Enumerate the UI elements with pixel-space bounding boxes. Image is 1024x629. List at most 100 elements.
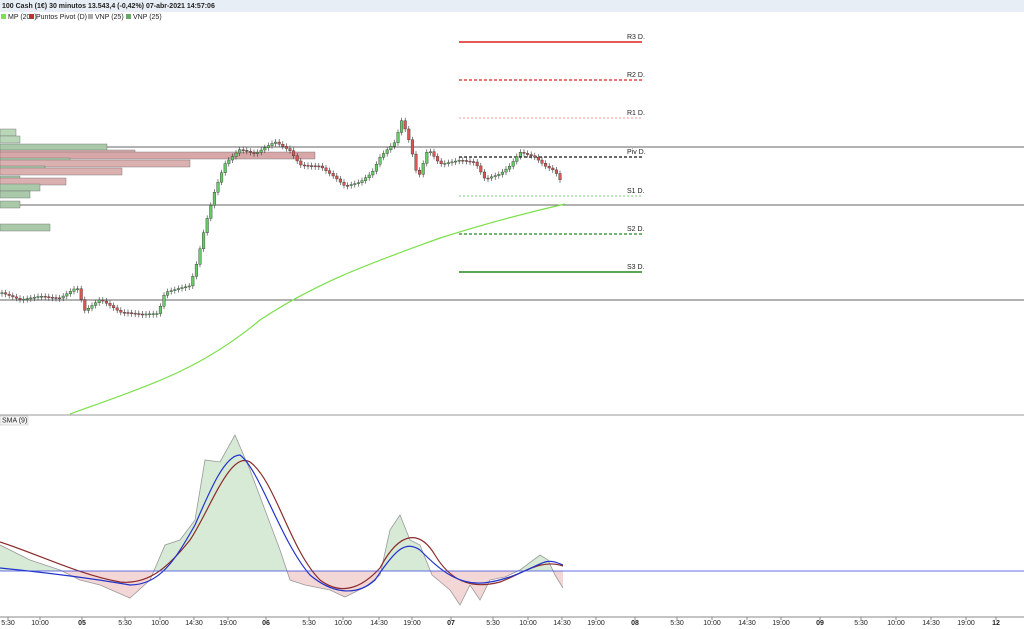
moving-average [69,203,566,415]
candle [526,153,530,155]
candle [472,161,476,163]
candle [432,151,436,157]
candle [500,171,504,175]
x-tick-label: 08 [631,620,639,627]
candle [385,149,389,154]
candle [220,172,224,183]
candle [50,296,54,299]
candle [346,185,350,187]
candle [284,146,288,149]
candle [173,289,177,291]
candle [353,183,357,185]
x-tick-label: 10:00 [151,620,169,627]
candle [108,303,112,306]
candle [302,164,306,167]
candle [382,153,386,158]
x-tick-label: 14:30 [738,620,756,627]
candle [317,165,321,168]
candle [137,313,141,315]
x-tick-label: 5:30 [302,620,316,627]
candle [338,178,342,183]
candle [180,287,184,289]
x-tick-label: 09 [816,620,824,627]
candle [148,313,152,316]
candle [184,286,188,289]
candle [486,177,490,180]
candle [335,175,339,180]
candle [518,152,522,157]
header-bar [0,0,1024,12]
x-tick-label: 19:00 [219,620,237,627]
candle [259,149,263,153]
candle [202,232,206,250]
profile-bar [0,128,17,137]
candle [554,169,558,174]
candle [536,156,540,161]
candle [216,181,220,193]
x-tick-label: 10:00 [31,620,49,627]
average-line [0,454,564,592]
candle [230,156,234,161]
candle [443,163,447,165]
profile-bar [0,223,51,232]
candle [464,160,468,162]
candle [119,310,123,313]
candle [407,128,411,140]
candle [169,290,173,292]
candle [349,184,353,186]
candle [151,313,155,315]
candle [133,312,137,315]
x-tick-label: 10:00 [887,620,905,627]
candle [410,139,414,155]
pivot-label: Piv D. [627,149,646,156]
candle [364,177,368,181]
profile-bar [0,159,191,168]
candle [36,296,40,298]
candle [112,305,116,309]
x-tick-label: 05 [78,620,86,627]
candle [140,313,144,316]
candle [288,148,292,151]
candle [529,154,533,156]
candle [155,313,159,315]
candle [94,302,98,306]
x-tick-label: 07 [447,620,455,627]
candle [274,141,278,144]
candle [122,312,126,314]
candle [482,171,486,179]
candle [493,175,497,178]
legend-item: VNP (25) [95,14,124,21]
candle [14,296,18,299]
x-tick-label: 5:30 [486,620,500,627]
x-tick-label: 06 [262,620,270,627]
candle [461,159,465,162]
candle [328,170,332,174]
candle [504,168,508,173]
candle [101,299,105,302]
candle [403,120,407,130]
candle [54,297,58,299]
candle [428,151,432,153]
candle [223,163,227,173]
candle [83,299,87,311]
candle [418,170,422,175]
candle [263,147,267,151]
candle [234,152,238,157]
candle [97,299,101,303]
candle [58,297,62,300]
candle [547,165,551,169]
candle [446,162,450,164]
candle [277,141,281,145]
pivot-lines: R3 D. R2 D. R1 D. Piv D. S1 D. S2 D. S3 D. [459,34,646,273]
candle [360,180,364,183]
candle [421,163,425,175]
candle [241,149,245,151]
x-tick-label: 14:30 [553,620,571,627]
candle [392,142,396,147]
candle [22,298,26,301]
candle [40,296,44,298]
x-axis-labels: 5:30 10:00 05 5:30 10:00 14:30 19:00 06 5:30 10:0… [1,617,1000,627]
x-tick-label: 5:30 [670,620,684,627]
panel-label: SMA (9) [2,417,27,424]
legend-swatch [88,14,93,19]
